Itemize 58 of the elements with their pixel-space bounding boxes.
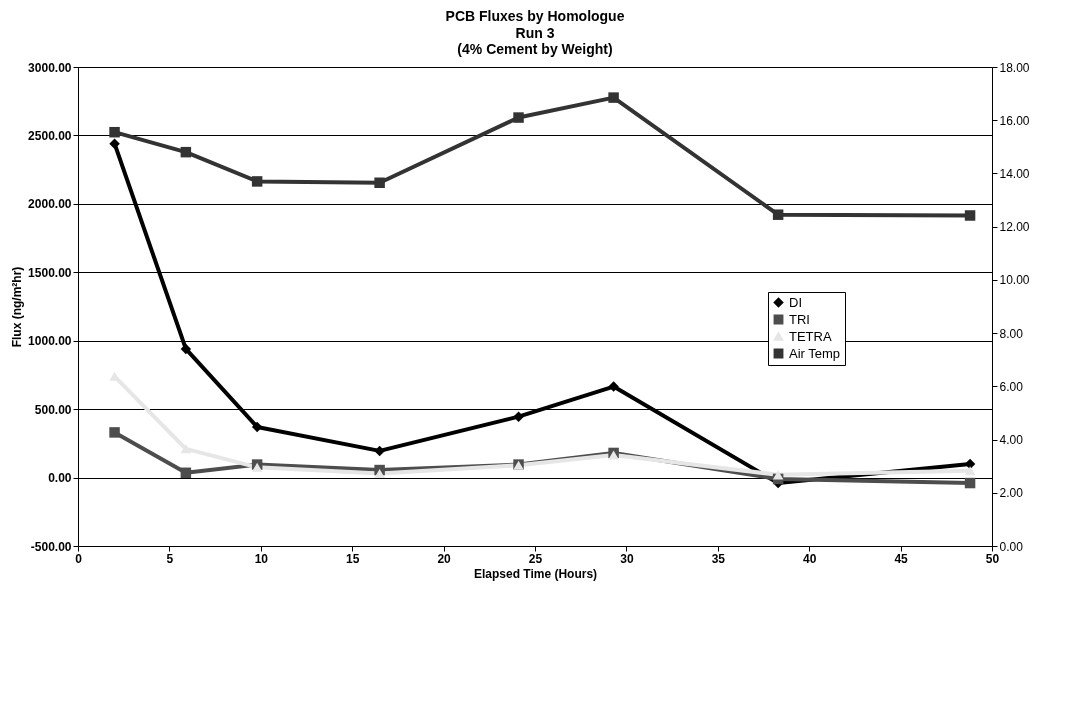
point — [180, 467, 192, 479]
point — [608, 92, 619, 103]
point — [964, 210, 976, 221]
y2-tick-label: 2.00 — [999, 486, 1024, 501]
point — [513, 112, 524, 123]
y-tick-label: 1000.00 — [28, 334, 72, 349]
y-tick-label: 0.00 — [48, 471, 72, 486]
point — [513, 411, 524, 422]
x-tick-label: 0 — [75, 551, 83, 566]
y2-tick-label: 8.00 — [999, 326, 1024, 341]
legend-label: TRI — [789, 311, 810, 327]
y2-tick-label: 18.00 — [999, 60, 1030, 75]
y2-tick-label: 12.00 — [999, 220, 1030, 235]
x-axis-title: Elapsed Time (Hours) — [473, 566, 598, 581]
y-tick-label: -500.00 — [30, 539, 72, 554]
y-tick-label: 2000.00 — [28, 197, 72, 212]
x-tick-label: 50 — [985, 551, 1000, 566]
point — [772, 209, 784, 220]
y-axis-title: Flux (ng/m²hr) — [10, 266, 25, 348]
y-tick-label: 1500.00 — [28, 265, 72, 280]
x-tick-label: 15 — [346, 551, 360, 566]
x-tick-label: 10 — [254, 551, 269, 566]
point — [180, 444, 192, 454]
point — [109, 126, 120, 138]
legend-label: TETRA — [789, 328, 832, 344]
point — [964, 466, 976, 476]
point — [109, 138, 120, 149]
y-tick-label: 3000.00 — [28, 60, 72, 75]
y2-tick-label: 6.00 — [999, 379, 1024, 394]
x-tick-label: 35 — [711, 551, 726, 566]
point — [374, 468, 385, 479]
point — [374, 177, 385, 188]
y-tick-label: 500.00 — [34, 402, 72, 417]
x-tick-label: 30 — [620, 551, 634, 566]
chart-subtitle: Run 3 (4% Cement by Weight) — [457, 25, 613, 57]
legend-label: DI — [789, 294, 802, 310]
point — [374, 445, 385, 457]
point — [251, 421, 263, 433]
y2-tick-label: 4.00 — [999, 433, 1024, 448]
x-tick-label: 20 — [437, 551, 452, 566]
y2-tick-label: 14.00 — [999, 166, 1030, 181]
point — [608, 381, 619, 392]
y2-tick-label: 10.00 — [999, 273, 1030, 288]
point — [180, 343, 192, 355]
y2-tick-label: 16.00 — [999, 113, 1030, 128]
y2-tick-label: 0.00 — [999, 539, 1024, 554]
point — [964, 477, 976, 489]
y-tick-label: 2500.00 — [28, 128, 72, 143]
point — [180, 146, 192, 158]
point — [109, 427, 120, 438]
chart-title: PCB Fluxes by Homologue — [445, 8, 625, 24]
x-tick-label: 5 — [166, 551, 174, 566]
x-tick-label: 25 — [528, 551, 543, 566]
point — [772, 470, 784, 480]
x-tick-label: 40 — [803, 551, 817, 566]
x-tick-label: 45 — [894, 551, 909, 566]
point — [251, 176, 263, 187]
legend-label: Air Temp — [789, 345, 841, 361]
